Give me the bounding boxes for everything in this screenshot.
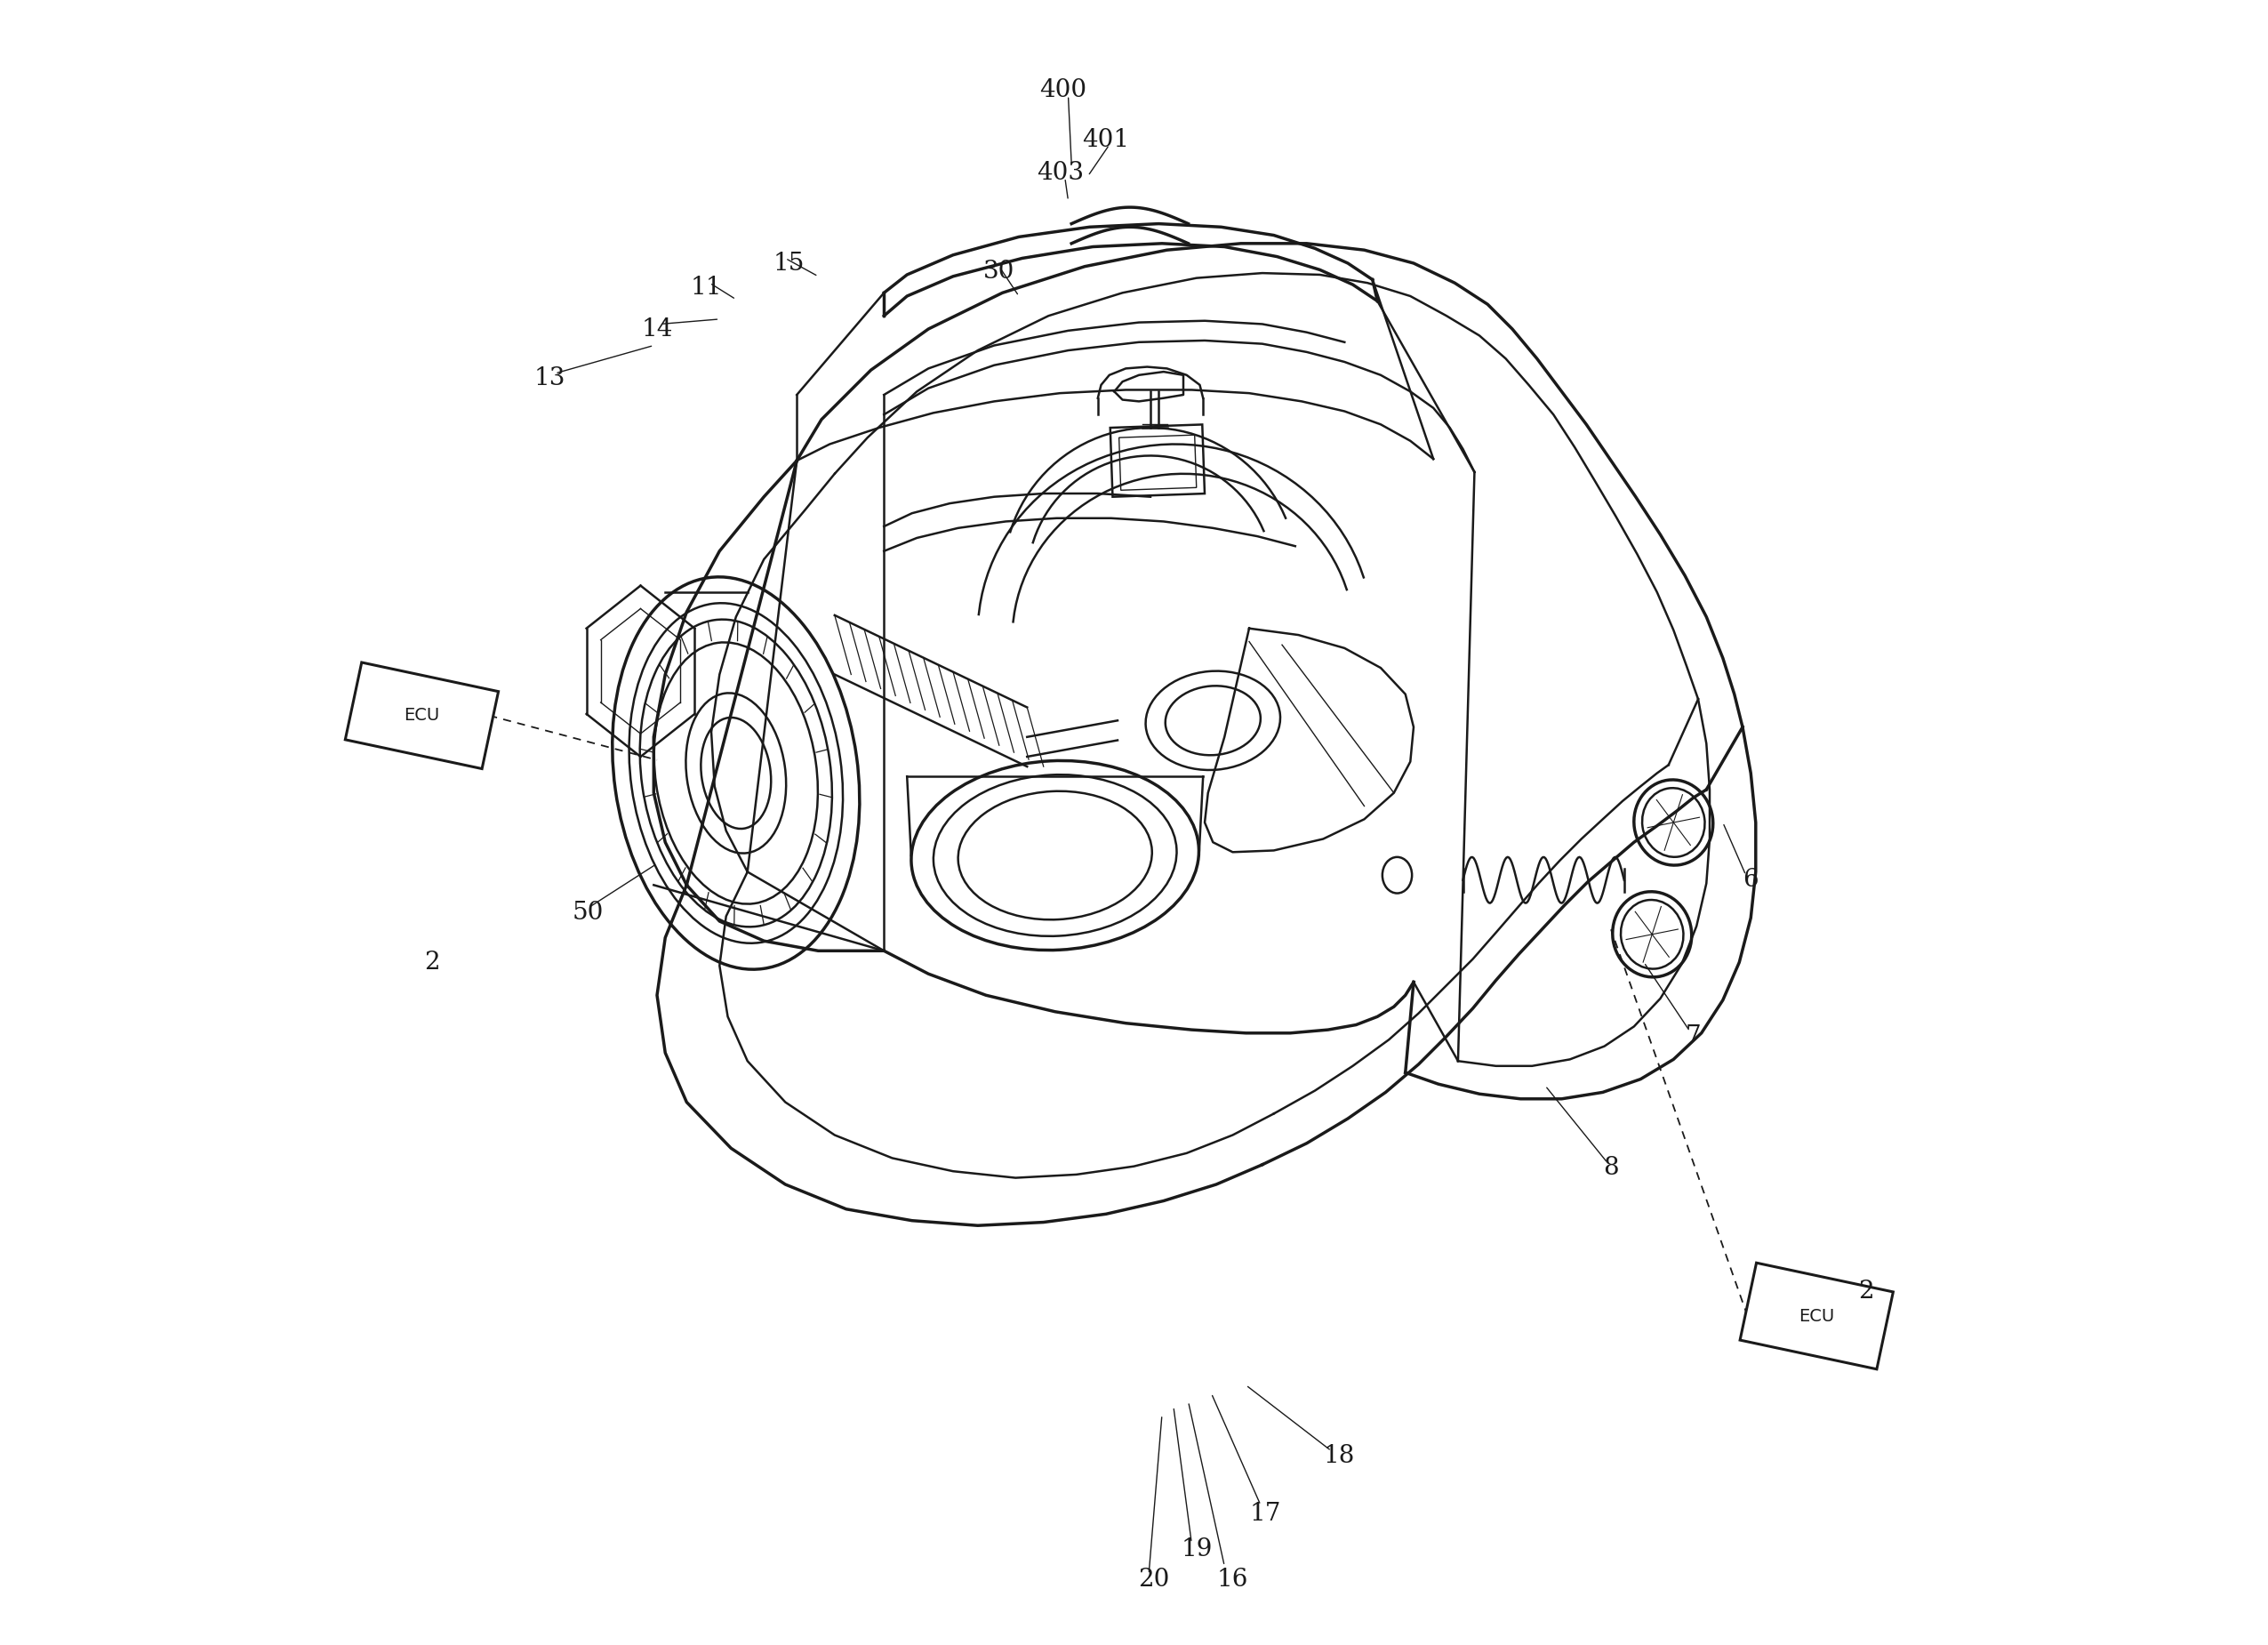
Text: 8: 8 [1603, 1156, 1619, 1179]
Text: 7: 7 [1685, 1025, 1701, 1048]
Text: 30: 30 [984, 260, 1014, 283]
Text: 6: 6 [1742, 869, 1758, 892]
Text: 18: 18 [1325, 1444, 1356, 1467]
Text: 14: 14 [642, 317, 674, 341]
Text: 13: 13 [535, 367, 565, 390]
Text: 403: 403 [1036, 161, 1084, 184]
Text: 17: 17 [1250, 1502, 1281, 1525]
Text: 2: 2 [1857, 1280, 1873, 1303]
Text: 401: 401 [1082, 128, 1129, 151]
Text: 16: 16 [1218, 1568, 1247, 1591]
Polygon shape [345, 663, 499, 768]
Bar [1111, 424, 1204, 497]
Text: 50: 50 [572, 901, 603, 924]
Text: ECU: ECU [404, 707, 440, 724]
Text: 20: 20 [1139, 1568, 1170, 1591]
Text: 11: 11 [689, 276, 721, 299]
Text: 2: 2 [424, 951, 440, 974]
Text: 15: 15 [773, 252, 805, 275]
Text: 400: 400 [1039, 79, 1086, 102]
Text: ECU: ECU [1799, 1308, 1835, 1324]
Bar [1118, 434, 1198, 490]
Text: 19: 19 [1182, 1538, 1211, 1561]
Polygon shape [1740, 1263, 1894, 1369]
